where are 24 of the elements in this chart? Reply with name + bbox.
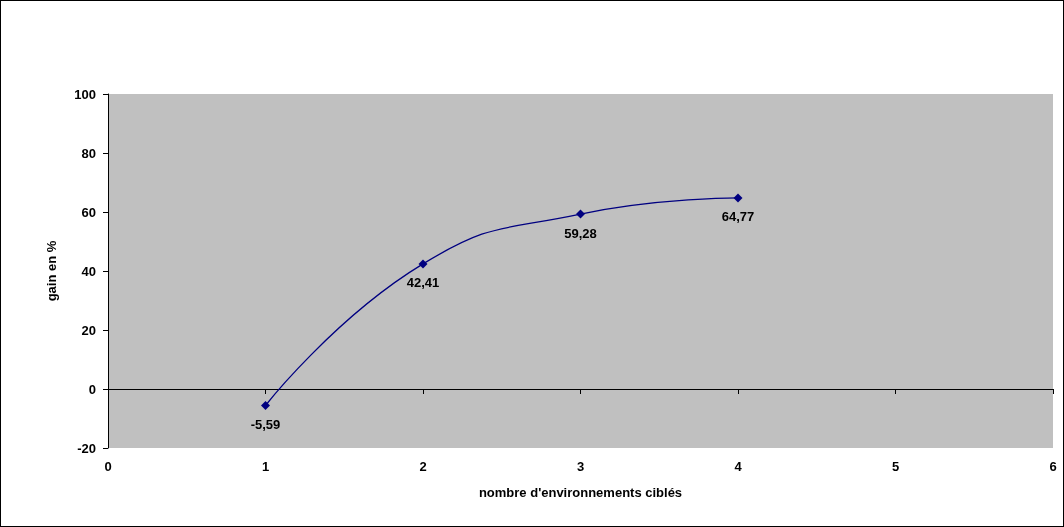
x-tick-label: 3 — [576, 459, 585, 474]
y-tick-label: 20 — [81, 322, 96, 338]
data-label: -5,59 — [250, 416, 281, 432]
x-axis-title: nombre d'environnements ciblés — [478, 485, 683, 500]
x-tick-label: 2 — [419, 459, 427, 474]
x-tick-label: 0 — [104, 459, 112, 474]
x-tick-label: 6 — [1049, 459, 1057, 474]
y-tick-label: -20 — [77, 440, 96, 456]
x-tick-label: 1 — [261, 459, 270, 474]
data-label: 42,41 — [406, 275, 440, 291]
point — [576, 209, 585, 219]
data-label: 64,77 — [721, 209, 755, 225]
point — [261, 400, 270, 410]
x-tick-label: 5 — [891, 459, 900, 474]
x-tick-label: 4 — [734, 459, 743, 474]
data-label: 59,28 — [564, 225, 597, 241]
y-tick-label: 80 — [81, 145, 96, 161]
y-tick-label: 40 — [81, 263, 96, 279]
point — [418, 259, 428, 269]
y-tick-label: 60 — [81, 204, 96, 220]
point — [733, 193, 743, 203]
y-tick-label: 100 — [74, 86, 96, 102]
y-axis-title: gain en % — [44, 240, 59, 302]
y-tick-label: 0 — [88, 381, 96, 397]
